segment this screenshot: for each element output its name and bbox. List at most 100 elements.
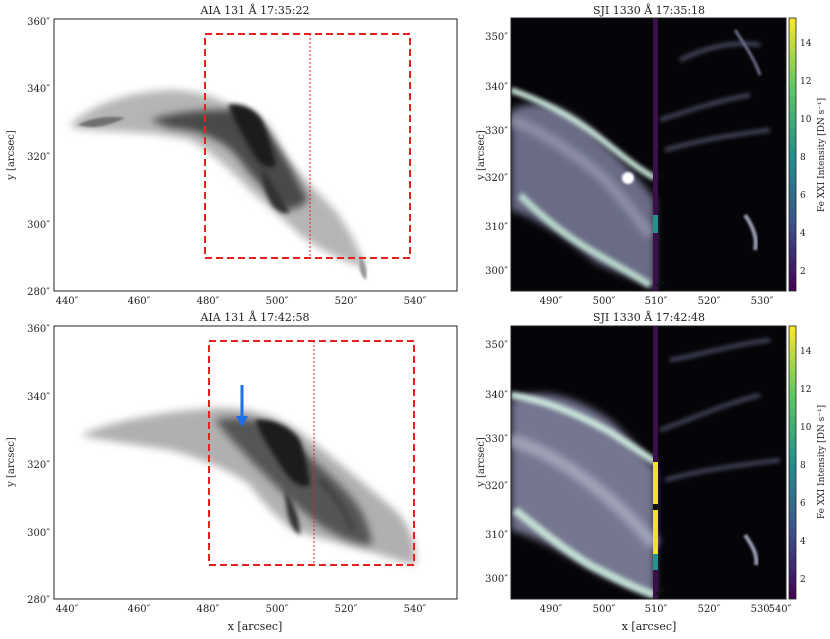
colorbar-tick: 6 xyxy=(800,191,806,201)
colorbar-tick: 2 xyxy=(800,575,806,585)
y-tick-label: 350″ xyxy=(485,340,508,351)
aia-panel-top: AIA 131 Å 17:35:22 440″ 460″ 480″ 500″ 5… xyxy=(6,3,458,307)
y-tick-label: 320″ xyxy=(27,152,50,163)
x-tick-label: 510″ xyxy=(645,296,668,307)
x-tick-label: 530″ xyxy=(751,296,774,307)
sji-panel-bottom: SJI 1330 Å 17:42:48 490″ 500″ 510″ 520″ … xyxy=(476,310,827,633)
x-tick-label: 500″ xyxy=(266,296,289,307)
x-tick-label: 520″ xyxy=(335,296,358,307)
sji-image xyxy=(511,338,781,599)
y-tick-label: 330″ xyxy=(485,126,508,137)
aia-panel-bottom: AIA 131 Å 17:42:58 440″ 460″ 480″ 500″ 5… xyxy=(6,310,458,633)
x-tick-label: 460″ xyxy=(128,604,151,615)
x-tick-label: 510″ xyxy=(645,604,668,615)
slit-gap xyxy=(653,504,658,510)
x-tick-label: 440″ xyxy=(56,604,79,615)
y-ticks: 300″ 310″ 320″ 330″ 340″ 350″ xyxy=(485,32,508,277)
y-tick-label: 360″ xyxy=(27,17,50,28)
x-tick-label: 460″ xyxy=(128,296,151,307)
colorbar-label: Fe XXI Intensity [DN s⁻¹] xyxy=(817,98,827,212)
y-tick-label: 340″ xyxy=(485,390,508,401)
fe-xxi-signal xyxy=(653,510,658,554)
y-tick-label: 320″ xyxy=(27,460,50,471)
colorbar-tick: 12 xyxy=(800,385,811,395)
x-tick-label: 490″ xyxy=(540,296,563,307)
x-tick-label: 540″ xyxy=(404,296,427,307)
x-tick-label: 440″ xyxy=(56,296,79,307)
y-tick-label: 280″ xyxy=(27,595,50,606)
y-tick-label: 280″ xyxy=(27,287,50,298)
panel-title: AIA 131 Å 17:42:58 xyxy=(199,310,309,324)
colorbar: 2 4 6 8 10 12 14 Fe XXI Intensity [DN s⁻… xyxy=(788,17,827,292)
sji-image xyxy=(511,29,771,291)
y-tick-label: 310″ xyxy=(485,222,508,233)
x-tick-label: 540″ xyxy=(769,604,792,615)
x-axis-label: x [arcsec] xyxy=(622,620,677,633)
x-tick-label: 480″ xyxy=(197,604,220,615)
y-tick-label: 350″ xyxy=(485,32,508,43)
panel-title: AIA 131 Å 17:35:22 xyxy=(199,3,309,17)
colorbar-tick: 8 xyxy=(800,153,806,163)
fov-box xyxy=(208,340,415,566)
slit-marker xyxy=(655,281,665,287)
x-tick-label: 500″ xyxy=(266,604,289,615)
blue-arrow-icon xyxy=(236,385,248,427)
y-ticks: 300″ 310″ 320″ 330″ 340″ 350″ xyxy=(485,340,508,585)
colorbar-tick: 6 xyxy=(800,499,806,509)
colorbar-tick: 8 xyxy=(800,461,806,471)
x-ticks: 490″ 500″ 510″ 520″ 530″ 540″ xyxy=(540,604,792,615)
y-tick-label: 340″ xyxy=(485,82,508,93)
y-ticks: 280″ 300″ 320″ 340″ 360″ xyxy=(27,324,50,606)
plot-frame xyxy=(510,17,787,292)
x-ticks: 490″ 500″ 510″ 520″ 530″ xyxy=(540,296,774,307)
x-tick-label: 540″ xyxy=(404,604,427,615)
x-axis-label: x [arcsec] xyxy=(228,620,283,633)
x-tick-label: 530″ xyxy=(751,604,774,615)
colorbar-tick: 10 xyxy=(800,115,812,125)
y-tick-label: 300″ xyxy=(485,266,508,277)
y-tick-label: 340″ xyxy=(27,84,50,95)
panel-title: SJI 1330 Å 17:35:18 xyxy=(593,3,705,17)
y-tick-label: 300″ xyxy=(27,528,50,539)
x-tick-label: 520″ xyxy=(698,296,721,307)
iris-slit xyxy=(653,18,658,291)
y-ticks: 280″ 300″ 320″ 340″ 360″ xyxy=(27,17,50,298)
colorbar-tick: 14 xyxy=(800,347,812,357)
sji-panel-top: SJI 1330 Å 17:35:18 490″ 500″ 510″ 520″ … xyxy=(476,3,827,307)
x-tick-label: 500″ xyxy=(593,604,616,615)
colorbar-tick: 12 xyxy=(800,77,811,87)
fov-box xyxy=(204,33,411,259)
x-tick-label: 520″ xyxy=(335,604,358,615)
aia-image xyxy=(70,90,367,280)
x-ticks: 440″ 460″ 480″ 500″ 520″ 540″ xyxy=(56,296,427,307)
aia-image xyxy=(80,408,416,565)
x-tick-label: 500″ xyxy=(593,296,616,307)
colorbar-tick: 2 xyxy=(800,267,806,277)
slit-marker xyxy=(655,589,665,595)
y-tick-label: 320″ xyxy=(485,173,508,184)
colorbar-tick: 4 xyxy=(800,229,806,239)
colorbar-label: Fe XXI Intensity [DN s⁻¹] xyxy=(817,405,827,519)
fe-xxi-signal xyxy=(653,462,658,504)
colorbar-tick: 10 xyxy=(800,423,812,433)
plot-frame xyxy=(53,325,458,600)
y-tick-label: 300″ xyxy=(27,220,50,231)
colorbar-gradient xyxy=(788,17,797,292)
colorbar: 2 4 6 8 10 12 14 Fe XXI Intensity [DN s⁻… xyxy=(788,325,827,600)
x-tick-label: 490″ xyxy=(540,604,563,615)
y-tick-label: 320″ xyxy=(485,481,508,492)
colorbar-tick: 4 xyxy=(800,537,806,547)
fe-xxi-signal xyxy=(653,554,658,570)
colorbar-tick: 14 xyxy=(800,39,812,49)
y-tick-label: 300″ xyxy=(485,574,508,585)
y-axis-label: y [arcsec] xyxy=(6,130,17,181)
plot-frame xyxy=(53,18,458,292)
fe-xxi-signal xyxy=(653,215,658,233)
plot-frame xyxy=(510,325,787,600)
x-tick-label: 520″ xyxy=(698,604,721,615)
x-ticks: 440″ 460″ 480″ 500″ 520″ 540″ xyxy=(56,604,427,615)
y-tick-label: 360″ xyxy=(27,324,50,335)
y-tick-label: 310″ xyxy=(485,530,508,541)
y-tick-label: 340″ xyxy=(27,392,50,403)
